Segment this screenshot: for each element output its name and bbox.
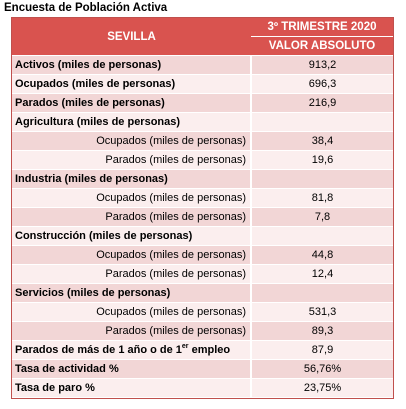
row-value: 531,3 bbox=[250, 302, 393, 322]
table-row: Tasa de paro % 23,75% bbox=[12, 378, 393, 398]
table-row: Ocupados (miles de personas) 38,4 bbox=[12, 131, 393, 151]
row-value: 216,9 bbox=[250, 93, 393, 113]
row-label: Tasa de actividad % bbox=[12, 359, 251, 379]
row-value: 913,2 bbox=[250, 55, 393, 75]
header-row: SEVILLA 3º TRIMESTRE 2020 bbox=[12, 18, 393, 56]
table-row: Parados de más de 1 año o de 1er empleo … bbox=[12, 340, 393, 360]
row-label: Parados (miles de personas) bbox=[12, 264, 251, 284]
table-row: Parados (miles de personas) 7,8 bbox=[12, 207, 393, 227]
row-value: 56,76% bbox=[250, 359, 393, 379]
row-label: Parados (miles de personas) bbox=[12, 93, 251, 113]
section-row: Servicios (miles de personas) bbox=[12, 283, 393, 303]
row-value: 81,8 bbox=[250, 188, 393, 208]
row-value bbox=[250, 169, 393, 189]
section-row: Agricultura (miles de personas) bbox=[12, 112, 393, 132]
row-label: Ocupados (miles de personas) bbox=[12, 131, 251, 151]
row-label: Parados (miles de personas) bbox=[12, 207, 251, 227]
table-caption: Encuesta de Población Activa bbox=[4, 2, 168, 14]
table-row: Parados (miles de personas) 12,4 bbox=[12, 264, 393, 284]
row-label: Ocupados (miles de personas) bbox=[12, 302, 251, 322]
period-header: 3º TRIMESTRE 2020 bbox=[251, 18, 393, 37]
table-row: Ocupados (miles de personas) 44,8 bbox=[12, 245, 393, 265]
table-row: Ocupados (miles de personas) 531,3 bbox=[12, 302, 393, 322]
section-label: Construcción (miles de personas) bbox=[12, 226, 251, 246]
table-row: Tasa de actividad % 56,76% bbox=[12, 359, 393, 379]
row-value: 87,9 bbox=[250, 340, 393, 360]
row-value: 23,75% bbox=[250, 378, 393, 398]
region-header: SEVILLA bbox=[12, 18, 251, 56]
row-label-suffix: empleo bbox=[188, 344, 231, 356]
ordinal-superscript: er bbox=[181, 343, 189, 350]
row-label-text: Parados de más de 1 año o de 1 bbox=[15, 344, 182, 356]
table-row: Ocupados (miles de personas) 81,8 bbox=[12, 188, 393, 208]
row-label: Ocupados (miles de personas) bbox=[12, 245, 251, 265]
measure-header: VALOR ABSOLUTO bbox=[251, 36, 393, 56]
table-row: Activos (miles de personas) 913,2 bbox=[12, 55, 393, 75]
section-label: Industria (miles de personas) bbox=[12, 169, 251, 189]
section-row: Construcción (miles de personas) bbox=[12, 226, 393, 246]
row-value: 44,8 bbox=[250, 245, 393, 265]
row-value: 7,8 bbox=[250, 207, 393, 227]
row-label: Ocupados (miles de personas) bbox=[12, 74, 251, 94]
row-value bbox=[250, 226, 393, 246]
row-label: Ocupados (miles de personas) bbox=[12, 188, 251, 208]
section-row: Industria (miles de personas) bbox=[12, 169, 393, 189]
row-label: Parados de más de 1 año o de 1er empleo bbox=[12, 340, 251, 360]
row-label: Parados (miles de personas) bbox=[12, 321, 251, 341]
section-label: Agricultura (miles de personas) bbox=[12, 112, 251, 132]
row-value: 89,3 bbox=[250, 321, 393, 341]
row-value bbox=[250, 283, 393, 303]
row-label: Parados (miles de personas) bbox=[12, 150, 251, 170]
table-row: Parados (miles de personas) 216,9 bbox=[12, 93, 393, 113]
row-value: 12,4 bbox=[250, 264, 393, 284]
epa-table: SEVILLA 3º TRIMESTRE 2020 VALOR ABSOLUTO… bbox=[11, 17, 394, 399]
header-row-2: VALOR ABSOLUTO bbox=[12, 36, 393, 56]
table-row: Parados (miles de personas) 19,6 bbox=[12, 150, 393, 170]
row-value: 19,6 bbox=[250, 150, 393, 170]
row-value bbox=[250, 112, 393, 132]
row-label: Activos (miles de personas) bbox=[12, 55, 251, 75]
section-label: Servicios (miles de personas) bbox=[12, 283, 251, 303]
row-value: 38,4 bbox=[250, 131, 393, 151]
row-label: Tasa de paro % bbox=[12, 378, 251, 398]
table-row: Ocupados (miles de personas) 696,3 bbox=[12, 74, 393, 94]
row-value: 696,3 bbox=[250, 74, 393, 94]
table-row: Parados (miles de personas) 89,3 bbox=[12, 321, 393, 341]
